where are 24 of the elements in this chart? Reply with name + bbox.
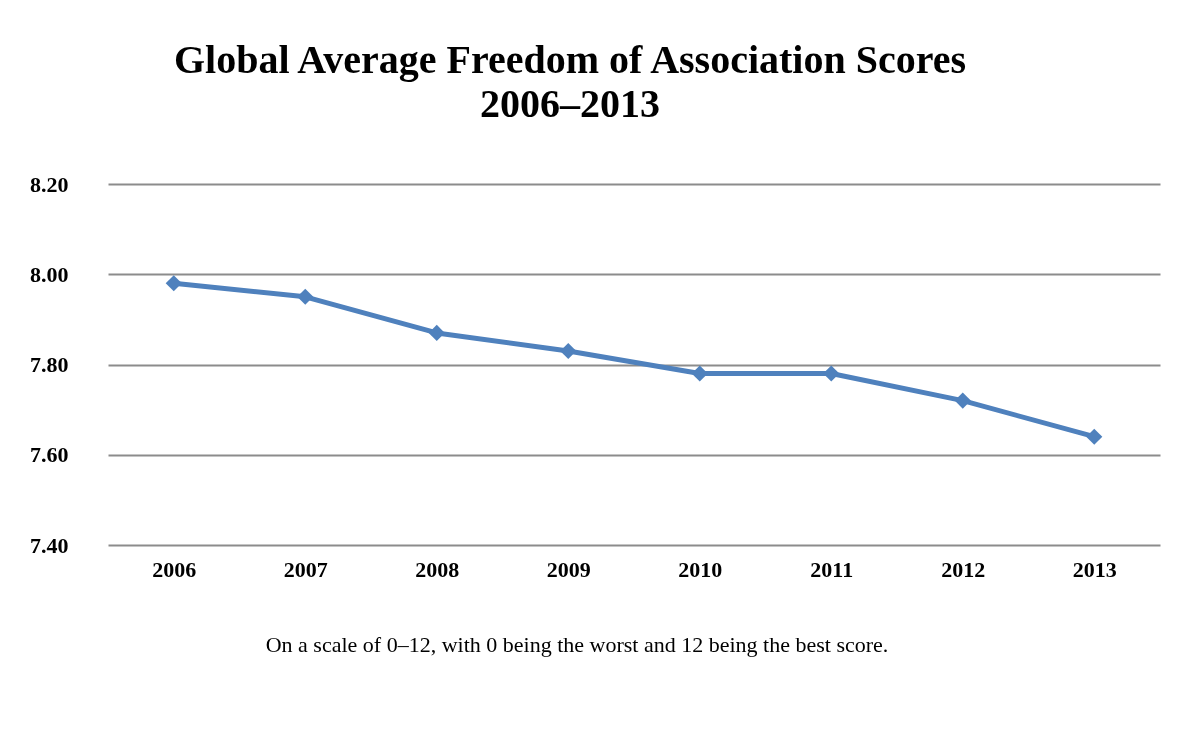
text: On a scale of 0–12, with 0 being the worst and 12 being the best score. [265,632,889,657]
x-tick-label: 2010 [678,556,723,582]
x-tick-label: 2007 [283,556,328,582]
y-tick-label: 7.60 [30,442,69,468]
point [823,365,840,382]
y-tick-label: 8.20 [30,171,69,197]
point [954,392,971,409]
point [691,365,708,382]
point [297,288,314,305]
chart-title: Global Average Freedom of Association Scores [173,37,967,82]
y-tick-label: 7.80 [30,352,69,377]
point [560,342,577,360]
x-tick-label: 2008 [415,556,460,582]
x-tick-label: 2013 [1072,556,1117,582]
x-tick-label: 2009 [546,556,591,582]
chart-subtitle: 2006–2013 [480,81,660,126]
point [165,275,182,292]
y-tick-label: 7.40 [30,532,69,558]
x-tick-label: 2006 [152,556,197,582]
y-tick-label: 8.00 [30,261,69,287]
x-tick-label: 2012 [941,556,986,582]
point [1086,428,1103,445]
x-tick-label: 2011 [810,556,854,582]
point [428,324,445,341]
